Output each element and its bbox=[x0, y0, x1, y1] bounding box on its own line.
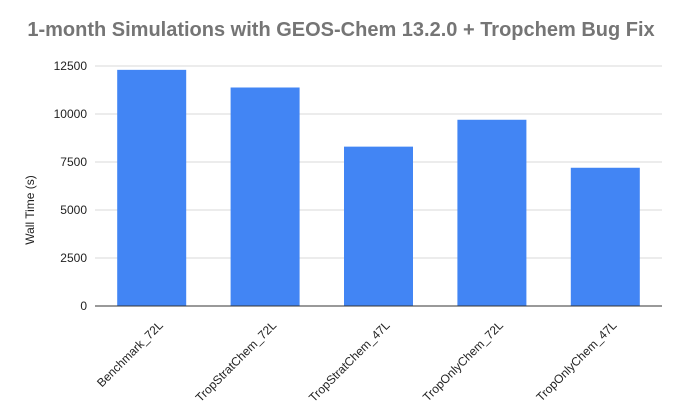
x-tick-label: Benchmark_72L bbox=[94, 318, 166, 390]
bar-troponlychem-47l bbox=[570, 167, 640, 306]
bar-tropstratchem-72l bbox=[230, 87, 300, 306]
y-tick-label: 12500 bbox=[54, 59, 88, 73]
x-tick-label: TropStratChem_72L bbox=[193, 318, 280, 405]
chart-title: 1-month Simulations with GEOS-Chem 13.2.… bbox=[27, 19, 655, 41]
bars bbox=[117, 69, 640, 306]
x-tick-label: TropOnlyChem_72L bbox=[420, 318, 506, 404]
y-tick-label: 7500 bbox=[60, 155, 87, 169]
y-tick-label: 0 bbox=[80, 299, 87, 313]
x-tick-label: TropOnlyChem_47L bbox=[533, 318, 619, 404]
y-axis-title: Wall Time (s) bbox=[23, 175, 37, 245]
y-tick-label: 2500 bbox=[60, 251, 87, 265]
bar-tropstratchem-47l bbox=[344, 146, 413, 306]
y-tick-label: 10000 bbox=[54, 107, 88, 121]
y-tick-label: 5000 bbox=[60, 203, 87, 217]
bar-benchmark-72l bbox=[117, 69, 187, 306]
bar-troponlychem-72l bbox=[457, 119, 527, 306]
x-tick-label: TropStratChem_47L bbox=[306, 318, 393, 405]
